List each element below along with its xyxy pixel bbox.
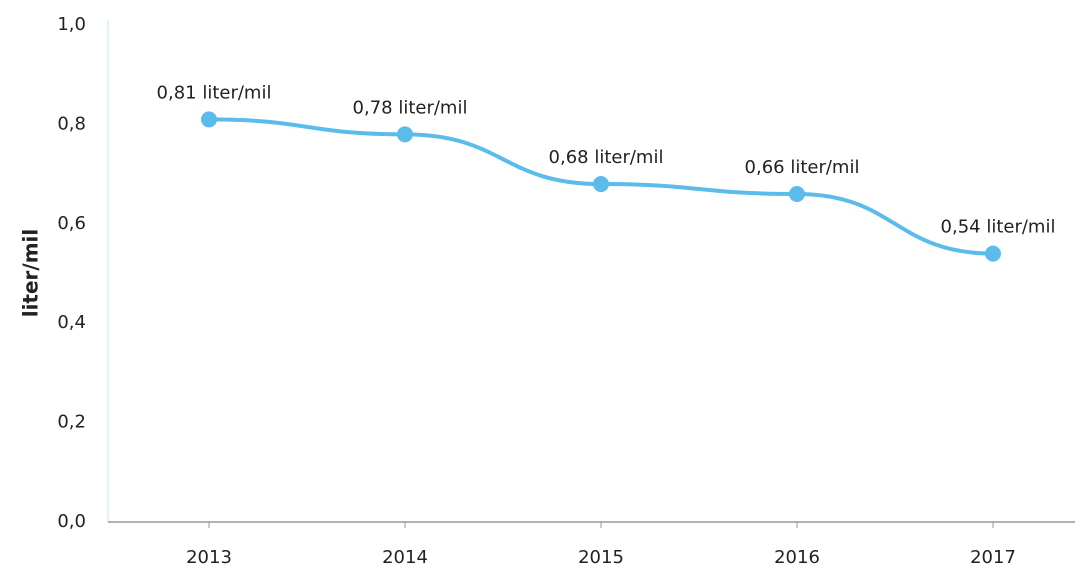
y-tick-label: 0,4 (57, 312, 86, 333)
x-tick-label: 2013 (186, 547, 232, 568)
x-tick-label: 2015 (578, 547, 624, 568)
data-label: 0,78 liter/mil (353, 97, 468, 118)
y-tick-label: 0,6 (57, 213, 86, 234)
y-tick-label: 0,0 (57, 511, 86, 532)
point (593, 176, 609, 193)
data-label: 0,54 liter/mil (941, 217, 1056, 238)
y-tick-label: 1,0 (57, 14, 86, 35)
x-tick-label: 2017 (970, 547, 1016, 568)
x-tick-label: 2016 (774, 547, 820, 568)
y-axis-label: liter/mil (19, 229, 43, 318)
point (397, 126, 413, 143)
data-label: 0,66 liter/mil (745, 157, 860, 178)
data-label: 0,68 liter/mil (549, 147, 664, 168)
point (985, 245, 1001, 262)
point (201, 111, 217, 128)
data-label: 0,81 liter/mil (157, 82, 272, 103)
point (789, 185, 805, 202)
y-tick-label: 0,8 (57, 113, 86, 134)
y-tick-label: 0,2 (57, 412, 86, 433)
x-tick-label: 2014 (382, 547, 428, 568)
